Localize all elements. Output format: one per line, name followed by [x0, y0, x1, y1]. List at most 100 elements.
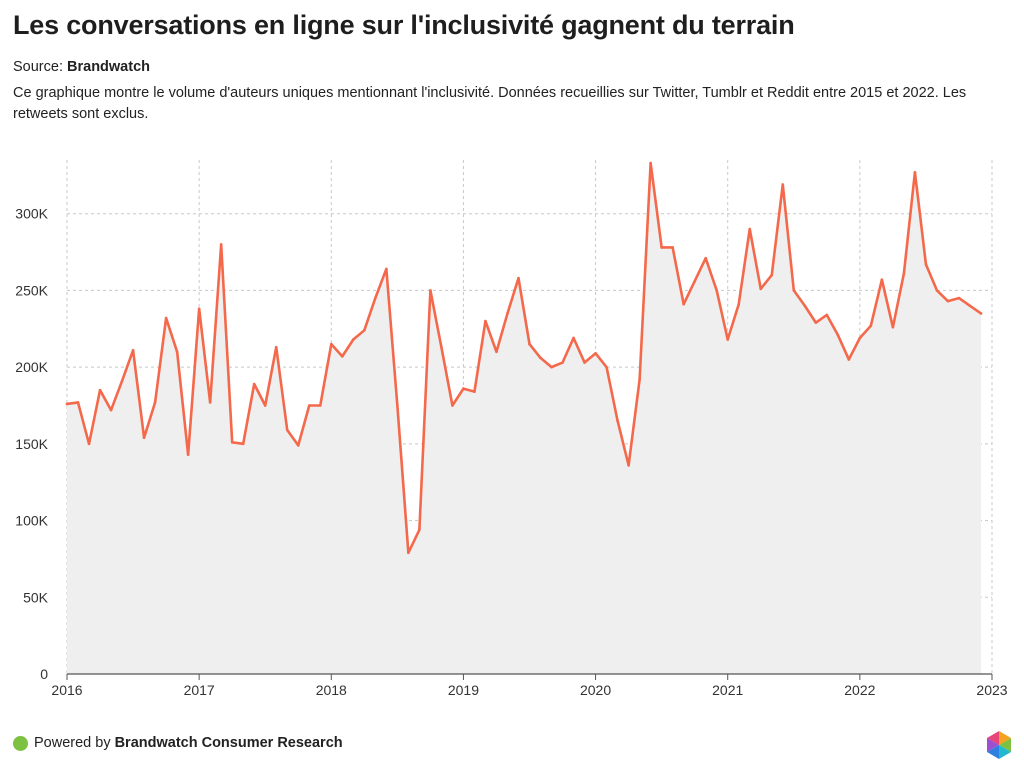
- data-point: [715, 289, 718, 292]
- data-point: [65, 402, 69, 406]
- data-point: [506, 312, 509, 315]
- source-line: Source: Brandwatch: [13, 59, 150, 75]
- data-point: [285, 428, 289, 432]
- data-point: [605, 365, 608, 369]
- data-point: [341, 355, 344, 358]
- data-point: [98, 388, 102, 392]
- data-point: [230, 441, 234, 444]
- data-point: [726, 338, 730, 341]
- series-line: [65, 161, 983, 555]
- data-point: [352, 338, 355, 341]
- data-point: [737, 302, 741, 306]
- data-point: [374, 296, 377, 300]
- data-point: [241, 442, 245, 446]
- data-point: [550, 365, 553, 369]
- data-point: [473, 390, 476, 393]
- y-tick-label: 0: [40, 666, 48, 682]
- data-point: [440, 345, 443, 349]
- powered-by-brand: Brandwatch Consumer Research: [114, 735, 343, 751]
- data-point: [979, 312, 983, 315]
- data-point: [109, 408, 113, 412]
- data-point: [946, 299, 950, 303]
- data-point: [616, 419, 619, 423]
- brand-dot-icon: [13, 735, 28, 751]
- source-label: Source:: [13, 59, 63, 75]
- data-point: [759, 287, 763, 291]
- data-point: [539, 356, 542, 360]
- data-point: [902, 272, 906, 275]
- chart-description: Ce graphique montre le volume d'auteurs …: [13, 85, 967, 122]
- data-point: [429, 289, 432, 292]
- data-point: [495, 350, 498, 354]
- data-point: [913, 170, 917, 174]
- x-tick-label: 2022: [844, 682, 875, 698]
- y-tick-label: 50K: [23, 589, 49, 605]
- data-point: [329, 342, 333, 346]
- data-point: [307, 404, 311, 407]
- data-point: [968, 304, 972, 308]
- data-point: [781, 183, 785, 186]
- area-fill: [67, 163, 981, 674]
- data-point: [803, 304, 807, 308]
- data-point: [880, 278, 884, 281]
- data-point: [263, 404, 267, 407]
- data-point: [164, 316, 168, 320]
- data-point: [120, 379, 124, 383]
- data-point: [131, 348, 135, 352]
- data-point: [935, 289, 939, 292]
- data-point: [296, 444, 300, 447]
- data-point: [583, 361, 586, 364]
- data-point: [451, 404, 454, 407]
- y-tick-label: 250K: [15, 282, 48, 298]
- data-point: [462, 387, 465, 390]
- data-point: [957, 296, 961, 300]
- data-point: [814, 321, 818, 324]
- data-point: [682, 302, 685, 306]
- x-tick-label: 2023: [976, 682, 1007, 698]
- data-point: [792, 289, 796, 292]
- footer: Powered by Brandwatch Consumer Research: [13, 735, 343, 751]
- data-point: [76, 401, 80, 404]
- data-point: [693, 279, 696, 283]
- x-tick-label: 2019: [448, 682, 479, 698]
- data-point: [649, 161, 652, 165]
- data-point: [572, 336, 575, 340]
- data-point: [770, 273, 774, 277]
- data-point: [891, 325, 895, 329]
- powered-by-text: Powered by: [34, 735, 111, 751]
- point-layer: [65, 161, 983, 555]
- data-point: [142, 436, 146, 440]
- data-point: [208, 401, 212, 404]
- data-point: [924, 263, 928, 266]
- data-point: [627, 464, 630, 467]
- x-tick-label: 2020: [580, 682, 611, 698]
- data-point: [484, 319, 487, 323]
- data-point: [385, 267, 388, 271]
- data-point: [363, 329, 366, 332]
- brandwatch-logo-icon: [987, 731, 1011, 759]
- data-point: [274, 345, 278, 349]
- data-point: [660, 246, 663, 249]
- data-point: [748, 227, 752, 231]
- data-point: [252, 382, 256, 386]
- data-point: [704, 256, 707, 260]
- data-point: [87, 442, 91, 446]
- data-point: [869, 324, 873, 328]
- data-point: [517, 276, 520, 280]
- y-tick-label: 100K: [15, 513, 48, 529]
- data-point: [671, 246, 674, 249]
- data-point: [197, 307, 201, 311]
- data-point: [219, 243, 223, 246]
- data-point: [528, 342, 531, 346]
- data-point: [825, 313, 829, 317]
- data-point: [396, 404, 399, 407]
- data-point: [594, 352, 597, 355]
- x-tick-label: 2016: [51, 682, 82, 698]
- data-point: [418, 528, 421, 532]
- y-tick-label: 150K: [15, 436, 48, 452]
- data-point: [836, 333, 840, 337]
- chart-title: Les conversations en ligne sur l'inclusi…: [13, 10, 795, 40]
- data-point: [318, 404, 322, 407]
- y-tick-label: 200K: [15, 359, 48, 375]
